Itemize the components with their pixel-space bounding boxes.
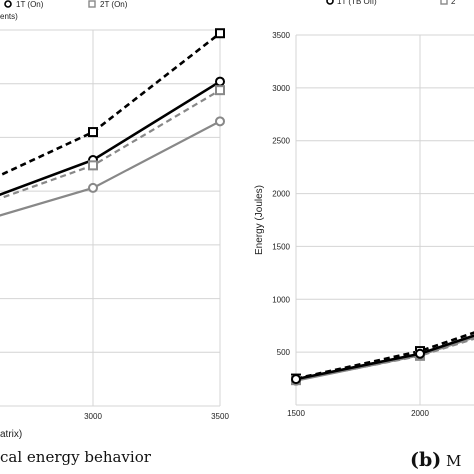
right-legend-square-marker <box>440 0 448 5</box>
left-point-square <box>215 85 225 96</box>
tick-labels: 3000 3500 500 1000 1500 2000 2500 3000 3500 1500 2… <box>84 31 429 421</box>
right-y-axis-title: Energy (Joules) <box>254 185 265 255</box>
left-series-line-black-solid-circle <box>0 80 221 196</box>
right-x-tick-label: 1500 <box>287 409 305 418</box>
right-series-line-gray-solid-circle <box>295 336 474 382</box>
left-caption: cal energy behavior <box>0 448 152 466</box>
left-x-tick-label: 3000 <box>84 412 102 421</box>
left-point-square <box>215 28 225 39</box>
left-point-circle <box>88 182 98 193</box>
right-y-tick-label: 2000 <box>272 190 290 199</box>
left-legend-label-ents: ents) <box>0 12 18 21</box>
left-x-tick-label: 3500 <box>211 412 229 421</box>
left-x-axis-title: atrix) <box>0 429 22 440</box>
right-x-tick-label: 2000 <box>411 409 429 418</box>
left-legend-circle-marker <box>4 0 12 8</box>
right-y-tick-label: 2500 <box>272 137 290 146</box>
left-chart-grid <box>0 29 221 407</box>
right-y-tick-label: 3000 <box>272 84 290 93</box>
right-series-line-black-solid-circle <box>295 334 474 381</box>
right-y-tick-label: 3500 <box>272 31 290 40</box>
left-series-line-black-dashed-square <box>0 32 221 177</box>
left-point-circle <box>215 116 225 127</box>
left-legend-label-2t: 2T (On) <box>100 0 128 9</box>
right-y-tick-label: 500 <box>277 348 291 357</box>
left-legend-label-1t: 1T (On) <box>16 0 44 9</box>
right-caption-label: (b) <box>410 449 441 471</box>
legends: 1T (On) 2T (On) ents) 1T (TB Off) 2 <box>0 0 456 21</box>
right-caption-text: M <box>446 452 461 470</box>
right-chart-series <box>291 331 474 386</box>
right-y-tick-label: 1500 <box>272 242 290 251</box>
right-legend-label-2: 2 <box>451 0 456 6</box>
right-legend-label-1t: 1T (TB Off) <box>337 0 377 6</box>
right-point-circle <box>291 374 301 385</box>
axis-and-caption-labels: atrix) Energy (Joules) cal energy behavior… <box>0 185 461 471</box>
right-chart-grid <box>295 34 474 406</box>
left-point-square <box>88 160 98 171</box>
left-point-circle <box>215 76 225 87</box>
left-chart-series <box>0 28 225 217</box>
right-point-circle <box>415 348 425 359</box>
left-point-square <box>88 127 98 138</box>
right-legend-circle-marker <box>326 0 334 5</box>
left-legend-square-marker <box>88 0 96 8</box>
right-y-tick-label: 1000 <box>272 295 290 304</box>
